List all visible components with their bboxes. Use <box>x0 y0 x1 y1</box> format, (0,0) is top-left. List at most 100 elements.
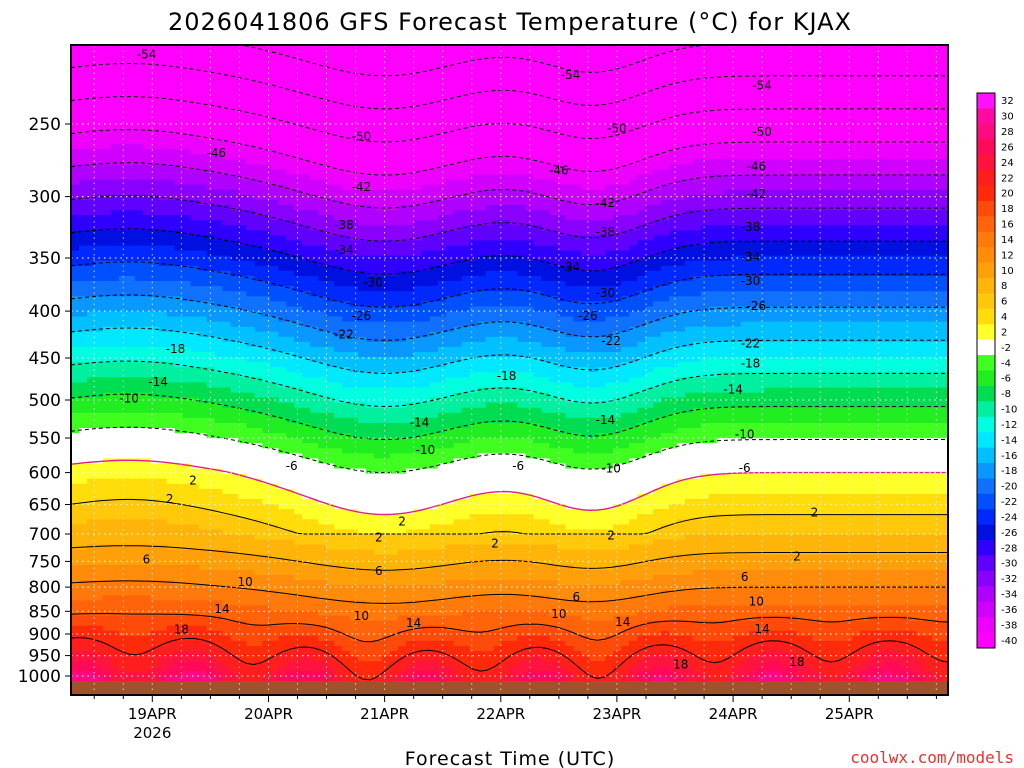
temperature-cell <box>358 656 383 662</box>
temperature-cell <box>71 423 247 429</box>
temperature-cell <box>629 544 948 551</box>
temperature-cell <box>71 504 192 510</box>
isotherm-label: -14 <box>148 375 168 389</box>
temperature-cell <box>190 281 271 287</box>
temperature-cell <box>581 666 614 672</box>
isotherm-label: 2 <box>375 530 383 544</box>
temperature-cell <box>692 666 734 672</box>
colorbar-swatch <box>977 108 995 125</box>
temperature-cell <box>613 265 662 272</box>
temperature-cell <box>206 316 279 323</box>
temperature-cell <box>270 554 670 561</box>
temperature-cell <box>326 311 447 318</box>
isotherm-label: 14 <box>754 622 769 636</box>
temperature-cell <box>940 676 948 683</box>
colorbar-swatch <box>977 617 995 634</box>
temperature-cell <box>613 215 670 221</box>
temperature-cell <box>71 630 120 637</box>
temperature-cell <box>214 509 295 515</box>
temperature-cell <box>732 255 948 262</box>
temperature-cell <box>294 286 359 292</box>
temperature-cell <box>254 326 319 333</box>
y-tick-label: 800 <box>29 578 61 598</box>
temperature-cell <box>71 352 216 358</box>
temperature-cell <box>71 174 239 181</box>
temperature-cell <box>230 549 375 556</box>
temperature-cell <box>653 235 948 242</box>
temperature-cell <box>565 281 622 287</box>
temperature-cell <box>71 346 192 353</box>
temperature-cell <box>621 346 670 353</box>
temperature-cell <box>71 205 232 211</box>
temperature-cell <box>557 651 582 657</box>
temperature-cell <box>71 570 255 576</box>
temperature-cell <box>94 661 112 667</box>
temperature-cell <box>509 154 654 160</box>
temperature-cell <box>700 291 948 297</box>
temperature-cell <box>645 646 686 652</box>
temperature-cell <box>477 189 534 196</box>
temperature-cell <box>621 580 948 586</box>
isotherm-label: -38 <box>595 225 615 239</box>
temperature-cell <box>389 651 415 657</box>
temperature-cell <box>238 493 303 500</box>
temperature-cell <box>71 661 96 667</box>
temperature-cell <box>764 651 790 657</box>
temperature-cell <box>557 580 622 586</box>
temperature-cell <box>350 433 423 439</box>
temperature-cell <box>222 600 367 607</box>
colorbar-swatch <box>977 93 995 109</box>
temperature-cell <box>71 595 104 601</box>
temperature-cell <box>397 671 415 677</box>
colorbar-frame <box>976 92 996 649</box>
temperature-cell <box>716 438 948 444</box>
colorbar-label: -30 <box>1001 559 1017 570</box>
temperature-cell <box>71 134 200 140</box>
temperature-cell <box>71 615 224 622</box>
temperature-cell <box>892 671 917 677</box>
temperature-cell <box>573 661 622 667</box>
temperature-cell <box>764 671 782 677</box>
colorbar-label: -18 <box>1001 466 1017 477</box>
temperature-cell <box>629 260 686 267</box>
temperature-cell <box>326 164 439 171</box>
temperature-cell <box>637 291 702 297</box>
isotherm-label: -50 <box>352 130 372 144</box>
colorbar-swatch <box>977 370 995 387</box>
colorbar-label: 28 <box>1001 127 1014 138</box>
isotherm-label: 2 <box>811 505 819 519</box>
temperature-cell <box>517 270 646 277</box>
temperature-cell <box>102 676 112 683</box>
temperature-cell <box>166 544 327 551</box>
temperature-cell <box>565 331 614 338</box>
temperature-cell <box>708 676 726 683</box>
temperature-cell <box>700 423 948 429</box>
temperature-cell <box>326 245 447 252</box>
temperature-cell <box>71 549 232 556</box>
temperature-cell <box>908 615 948 622</box>
temperature-cell <box>637 240 710 247</box>
temperature-cell <box>661 382 948 389</box>
temperature-cell <box>421 250 582 257</box>
temperature-cell <box>302 240 471 247</box>
colorbar-label: -28 <box>1001 543 1017 554</box>
colorbar-label: -4 <box>1001 358 1011 369</box>
isotherm-label: -22 <box>601 334 621 348</box>
temperature-cell <box>71 478 88 485</box>
isotherm-label: 6 <box>143 552 151 566</box>
temperature-cell <box>302 321 479 328</box>
y-tick-label: 700 <box>29 525 61 545</box>
temperature-cell <box>469 493 534 500</box>
temperature-cell <box>174 179 263 186</box>
temperature-cell <box>748 630 798 637</box>
temperature-cell <box>302 559 471 566</box>
credit-text[interactable]: coolwx.com/models <box>850 748 1014 767</box>
temperature-cell <box>637 514 710 520</box>
temperature-cell <box>374 453 391 460</box>
temperature-cell <box>676 362 948 368</box>
temperature-cell <box>71 184 208 191</box>
temperature-cell <box>278 265 343 272</box>
isotherm-line <box>71 96 948 143</box>
temperature-cell <box>71 189 239 196</box>
temperature-cell <box>71 129 88 135</box>
